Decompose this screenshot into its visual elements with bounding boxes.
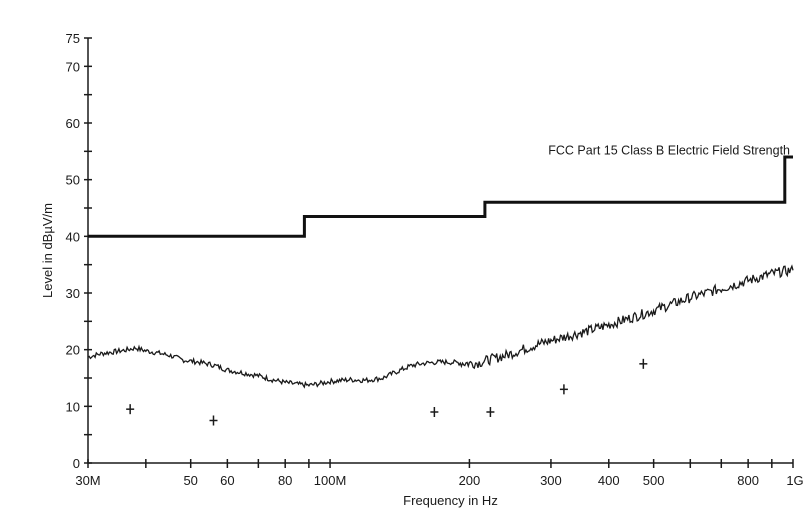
y-tick-label: 10 bbox=[66, 399, 80, 414]
x-tick-label: 80 bbox=[278, 473, 292, 488]
axes: 30M 50 60 80 100M 200 300 400 500 800 1G 0 10 20 30 40… bbox=[66, 31, 804, 488]
x-tick-label: 500 bbox=[643, 473, 665, 488]
quasi-peak-marker bbox=[209, 415, 218, 426]
x-tick-label: 1G bbox=[786, 473, 803, 488]
quasi-peak-marker bbox=[430, 407, 439, 417]
y-tick-label: 20 bbox=[66, 343, 80, 358]
limit-line-annotation: FCC Part 15 Class B Electric Field Stren… bbox=[548, 143, 790, 157]
x-axis-title: Frequency in Hz bbox=[403, 493, 498, 508]
x-tick-label: 400 bbox=[598, 473, 620, 488]
quasi-peak-marker bbox=[486, 407, 495, 417]
y-tick-label: 60 bbox=[66, 116, 80, 131]
limit-line bbox=[88, 155, 793, 238]
x-ticks: 30M 50 60 80 100M 200 300 400 500 800 1G bbox=[75, 459, 804, 488]
x-tick-label: 300 bbox=[540, 473, 562, 488]
y-tick-label: 30 bbox=[66, 286, 80, 301]
y-tick-label: 70 bbox=[66, 59, 80, 74]
y-axis-title: Level in dBµV/m bbox=[40, 203, 55, 298]
measurement-trace bbox=[87, 264, 794, 389]
quasi-peak-marker bbox=[639, 358, 648, 369]
x-tick-label: 200 bbox=[459, 473, 481, 488]
plot-area bbox=[87, 155, 794, 426]
x-tick-label: 50 bbox=[183, 473, 197, 488]
y-tick-label: 0 bbox=[73, 456, 80, 471]
x-tick-label: 100M bbox=[314, 473, 347, 488]
y-tick-label: 40 bbox=[66, 229, 80, 244]
x-tick-label: 60 bbox=[220, 473, 234, 488]
x-tick-label: 800 bbox=[737, 473, 759, 488]
y-tick-label: 50 bbox=[66, 173, 80, 188]
quasi-peak-marker bbox=[559, 384, 568, 395]
x-tick-label: 30M bbox=[75, 473, 100, 488]
y-tick-label: 75 bbox=[66, 31, 80, 46]
y-ticks: 0 10 20 30 40 50 60 70 75 bbox=[66, 31, 92, 471]
quasi-peak-marker bbox=[126, 404, 135, 415]
